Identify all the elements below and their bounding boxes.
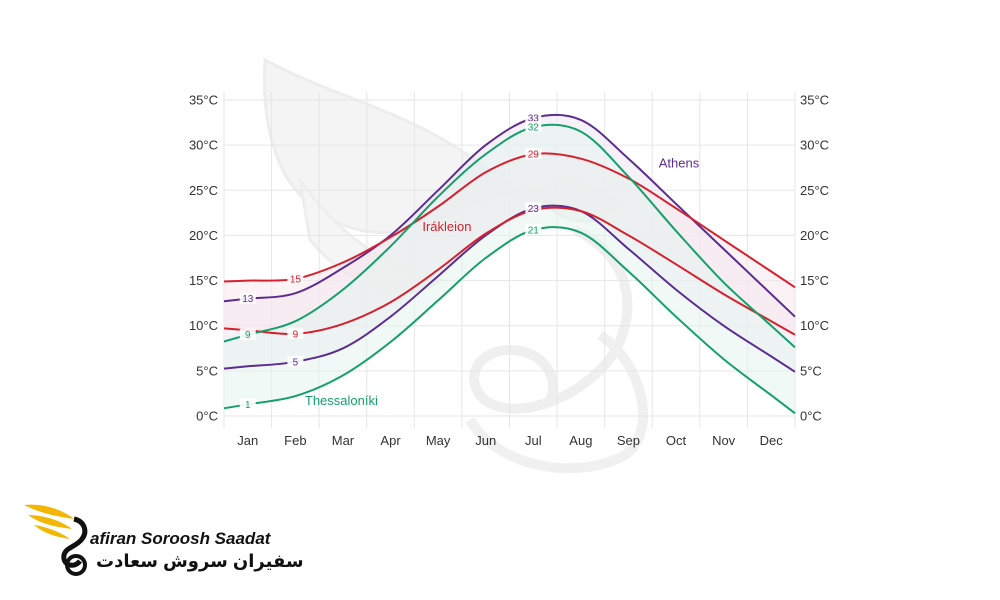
y-tick-label-right: 35°C bbox=[800, 93, 829, 108]
value-label-bg bbox=[525, 148, 542, 160]
x-tick-label: Sep bbox=[617, 433, 640, 448]
x-tick-label: May bbox=[426, 433, 451, 448]
value-label-bg bbox=[287, 272, 304, 284]
y-tick-label-right: 20°C bbox=[800, 228, 829, 243]
y-tick-label-left: 10°C bbox=[189, 318, 218, 333]
brand-logo: afiran Soroosh Saadat سفیران سروش سعادت bbox=[22, 495, 304, 580]
value-label-bg bbox=[525, 224, 542, 236]
brand-name-fa: سفیران سروش سعادت bbox=[96, 551, 304, 571]
value-label-bg bbox=[525, 121, 542, 133]
value-label-bg bbox=[525, 112, 542, 124]
swan-wings-icon bbox=[24, 504, 88, 576]
value-label: 23 bbox=[528, 204, 540, 215]
value-label-bg bbox=[239, 292, 256, 304]
value-label: 9 bbox=[245, 330, 251, 341]
value-label: 21 bbox=[528, 226, 540, 237]
y-tick-label-left: 25°C bbox=[189, 183, 218, 198]
series-line-low bbox=[223, 226, 796, 415]
y-tick-label-left: 30°C bbox=[189, 138, 218, 153]
value-labels: 13 33 5 23 15 29 9 9 32 1 21 Athens Irákleion Thessal… bbox=[239, 112, 700, 411]
series-name-label: Thessaloníki bbox=[305, 393, 378, 408]
temperature-bands bbox=[224, 114, 795, 414]
y-tick-label-left: 20°C bbox=[189, 228, 218, 243]
series-name-label: Irákleion bbox=[422, 219, 471, 234]
y-tick-label-left: 15°C bbox=[189, 273, 218, 288]
value-label-bg bbox=[287, 327, 304, 339]
value-label: 32 bbox=[528, 123, 540, 134]
y-tick-label-right: 0°C bbox=[800, 409, 822, 424]
axes: 0°C 0°C 5°C 5°C 10°C 10°C 15°C 15°C 20°C 20°C 25°C… bbox=[189, 93, 829, 449]
x-tick-label: Apr bbox=[380, 433, 401, 448]
value-label: 5 bbox=[293, 357, 299, 368]
series-line-high bbox=[223, 113, 796, 318]
x-tick-label: Aug bbox=[569, 433, 592, 448]
value-label: 9 bbox=[293, 329, 299, 340]
value-label: 1 bbox=[245, 400, 251, 411]
x-tick-label: Jul bbox=[525, 433, 542, 448]
value-label-bg bbox=[239, 328, 256, 340]
value-label: 29 bbox=[528, 150, 540, 161]
brand-name-en: afiran Soroosh Saadat bbox=[90, 529, 271, 548]
x-tick-label: Jun bbox=[475, 433, 496, 448]
band-thessaloníki bbox=[224, 124, 795, 414]
series-line-high bbox=[223, 123, 796, 349]
x-tick-label: Dec bbox=[760, 433, 784, 448]
x-tick-label: Oct bbox=[666, 433, 687, 448]
value-label: 13 bbox=[242, 294, 254, 305]
y-tick-label-right: 5°C bbox=[800, 363, 822, 378]
x-tick-label: Nov bbox=[712, 433, 736, 448]
x-tick-label: Feb bbox=[284, 433, 306, 448]
x-tick-label: Mar bbox=[332, 433, 355, 448]
y-tick-label-right: 25°C bbox=[800, 183, 829, 198]
y-tick-label-right: 15°C bbox=[800, 273, 829, 288]
y-tick-label-left: 35°C bbox=[189, 93, 218, 108]
x-tick-label: Jan bbox=[237, 433, 258, 448]
y-tick-label-left: 5°C bbox=[196, 363, 218, 378]
value-label: 15 bbox=[290, 274, 302, 285]
series-name-label: Athens bbox=[659, 156, 700, 171]
value-label: 33 bbox=[528, 114, 540, 125]
value-label-bg bbox=[525, 202, 542, 214]
y-tick-label-left: 0°C bbox=[196, 409, 218, 424]
y-tick-label-right: 30°C bbox=[800, 138, 829, 153]
value-label-bg bbox=[287, 355, 304, 367]
value-label-bg bbox=[239, 398, 256, 410]
y-tick-label-right: 10°C bbox=[800, 318, 829, 333]
